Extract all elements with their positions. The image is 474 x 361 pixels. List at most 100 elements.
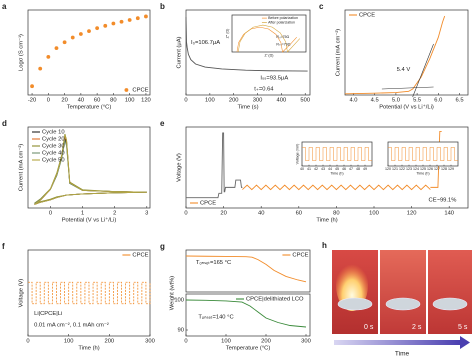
x-tick-label: 100	[205, 98, 215, 104]
x-tick-label: 6.5	[455, 98, 463, 104]
data-point	[70, 35, 75, 40]
step-segment	[426, 147, 431, 161]
x-tick-label: 41	[307, 167, 311, 171]
x-tick-label: 0	[26, 339, 29, 345]
x-tick-label: 300	[145, 339, 155, 345]
panel-letter: c	[319, 2, 324, 11]
x-tick-label: 43	[321, 167, 325, 171]
step-segment	[416, 147, 420, 161]
step-segment	[44, 281, 49, 304]
plot-frame	[27, 249, 151, 337]
annotation: Tₒₙₛₑₜ=165 °C	[196, 260, 231, 266]
step-segment	[101, 281, 106, 304]
y-axis-label: Voltage (V)	[19, 279, 25, 308]
data-point	[103, 23, 108, 28]
step-segment	[68, 281, 74, 304]
data-line	[242, 184, 431, 191]
plot-frame	[185, 9, 311, 96]
step-segment	[388, 147, 392, 161]
x-tick-label: 140	[444, 211, 454, 217]
data-point	[87, 29, 91, 34]
legend-label: CPCE	[132, 253, 148, 259]
y-axis-label: Current (μA)	[177, 36, 183, 68]
step-segment	[121, 282, 126, 305]
data-point	[135, 16, 140, 21]
inset-chart: 120 121 122 123 124 125 126 127 128 129 Time (h)	[385, 141, 459, 175]
y-tick-label: 90	[178, 328, 184, 334]
data-line	[34, 135, 147, 205]
legend-label: CPCE|delithiated LCO	[246, 297, 304, 303]
step-segment	[430, 147, 434, 161]
x-tick-label: 122	[399, 167, 405, 171]
step-segment	[365, 147, 369, 161]
step-segment	[330, 147, 334, 161]
legend-label: CPCE	[132, 88, 148, 94]
legend-label: After polarization	[268, 20, 295, 24]
x-axis-label: Time (h)	[316, 218, 337, 224]
step-segment	[84, 281, 90, 304]
x-tick-label: 300	[253, 98, 263, 104]
x-tick-label: 0	[184, 98, 187, 104]
step-segment	[395, 147, 399, 161]
panel-letter: g	[160, 242, 165, 251]
step-segment	[133, 281, 139, 304]
x-tick-label: 0	[184, 339, 187, 345]
photo-time-label: 0 s	[364, 324, 374, 331]
x-tick-label: 40	[258, 211, 264, 217]
sample-dish	[385, 297, 421, 311]
y-axis-label: Current (mA cm⁻²)	[19, 144, 25, 192]
step-segment	[319, 147, 324, 161]
step-segment	[137, 282, 143, 305]
chart-panel: 0 1 2 3 Potential (V vs Li⁺/Li) Current (mA c…	[2, 119, 151, 224]
y-axis-label: Voltage (V)	[177, 153, 183, 182]
step-segment	[333, 147, 338, 161]
data-point	[46, 54, 51, 59]
y-axis-label: Voltage (mV)	[296, 144, 300, 165]
step-segment	[52, 281, 57, 304]
legend-label: Before polarization	[268, 16, 298, 20]
x-tick-label: 4.5	[371, 98, 379, 104]
y-axis-label: Weight (wt%)	[170, 276, 176, 310]
annotation: R₀=75Ω	[276, 35, 289, 39]
x-tick-label: 128	[441, 167, 447, 171]
chart-panel: 4.0 4.5 5.0 5.5 6.0 6.5 Potential (V vs Li⁺/Li…	[319, 2, 469, 111]
step-segment	[32, 282, 37, 305]
x-tick-label: 125	[420, 167, 426, 171]
step-segment	[344, 147, 348, 161]
x-axis-label: Z' (Ω)	[265, 54, 274, 58]
step-segment	[28, 281, 33, 304]
x-tick-label: 42	[314, 167, 318, 171]
step-segment	[361, 147, 366, 161]
y-tick-label: 100	[174, 298, 184, 304]
x-tick-label: 100	[369, 211, 379, 217]
y-axis-label: Logσ (S cm⁻¹)	[19, 34, 25, 71]
legend-label: CPCE	[359, 13, 375, 19]
x-tick-label: 400	[277, 98, 287, 104]
x-axis-label: Time (h)	[416, 171, 429, 175]
x-axis-label: Potential (V vs Li⁺/Li)	[379, 104, 434, 111]
x-tick-label: 300	[301, 339, 311, 345]
y-axis-label: Current (mA cm⁻²)	[336, 29, 342, 77]
x-tick-label: 5.0	[392, 98, 400, 104]
chart-panel: 0 100 200 300 Time (h) Voltage (V) CPCE Li|CPCE…	[2, 242, 155, 351]
plot-frame	[185, 293, 311, 337]
legend-label: Cycle 20	[42, 137, 65, 143]
x-tick-label: 60	[296, 211, 302, 217]
data-point	[95, 26, 100, 31]
step-segment	[93, 281, 98, 304]
data-point	[111, 21, 116, 26]
step-segment	[105, 282, 110, 305]
x-tick-label: -20	[28, 98, 36, 104]
x-tick-label: 47	[349, 167, 353, 171]
panel-letter: d	[2, 119, 7, 128]
x-axis-label: Temperature (°C)	[67, 105, 112, 111]
photo	[428, 250, 472, 334]
data-line	[344, 15, 446, 95]
step-segment	[433, 147, 438, 161]
step-segment	[72, 282, 78, 305]
x-tick-label: 80	[110, 98, 116, 104]
x-tick-label: 40	[300, 167, 304, 171]
x-tick-label: 126	[427, 167, 433, 171]
step-segment	[48, 282, 53, 305]
